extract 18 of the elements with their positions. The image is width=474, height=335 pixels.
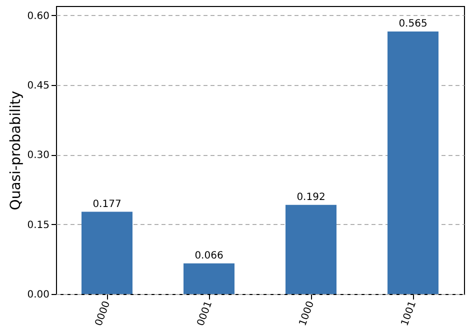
- x-tick-label: 0001: [196, 300, 215, 328]
- x-tick-label: 1001: [400, 300, 419, 328]
- y-tick-label: 0.45: [27, 80, 50, 92]
- bar: [388, 32, 438, 294]
- y-tick-label: 0.15: [27, 220, 50, 231]
- y-tick-label: 0.00: [27, 290, 50, 300]
- bar: [286, 204, 336, 294]
- x-tick-label: 1000: [298, 300, 317, 328]
- y-axis-title: Quasi-probability: [8, 90, 24, 210]
- data-label: 0.192: [296, 192, 326, 203]
- bar: [82, 212, 132, 294]
- y-tick-label: 0.60: [27, 10, 50, 22]
- y-tick-label: 0.30: [27, 150, 50, 162]
- x-tick-label: 0000: [94, 300, 113, 328]
- data-label: 0.177: [92, 198, 122, 210]
- data-label: 0.066: [194, 250, 224, 262]
- bar: [184, 263, 234, 294]
- data-label: 0.565: [398, 18, 428, 30]
